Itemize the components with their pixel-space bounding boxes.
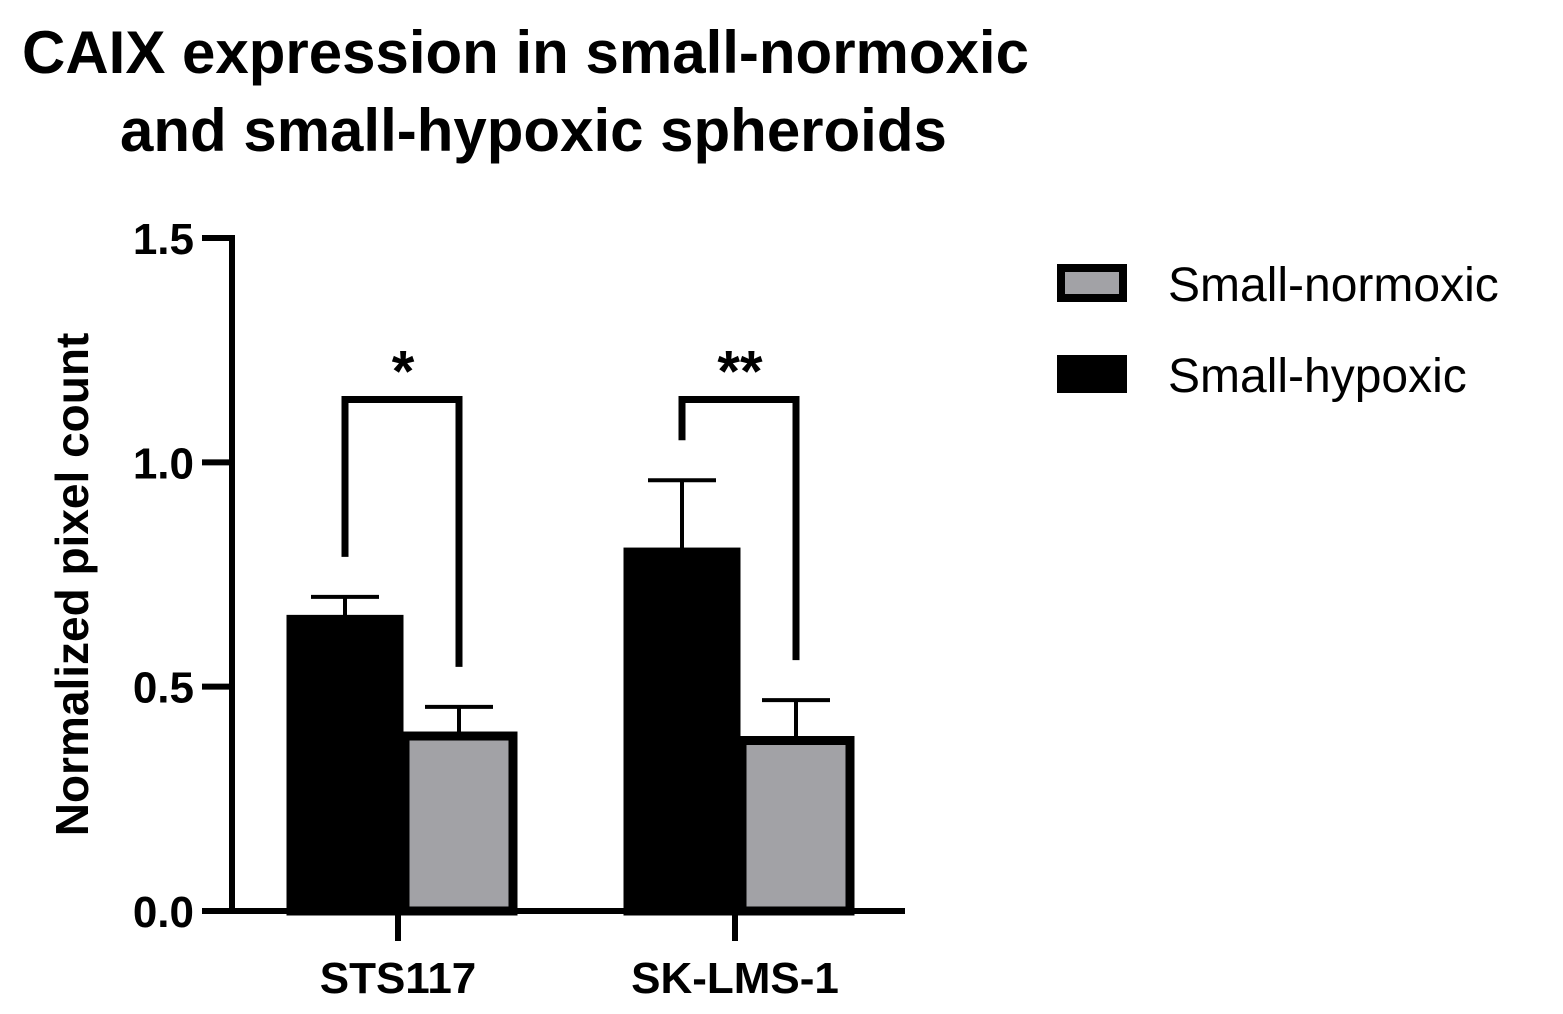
y-tick-label: 0.5 <box>133 664 194 713</box>
axes-layer: STS117 SK-LMS-1 0.0 0.5 1.0 1.5 Normalized pix… <box>46 215 905 1003</box>
y-tick-label: 0.0 <box>133 888 194 937</box>
chart-title-line-1: CAIX expression in small-normoxic <box>22 19 1029 86</box>
chart-title: CAIX expression in small-normoxic and sm… <box>0 14 1130 170</box>
legend-label: Small-hypoxic <box>1168 350 1467 403</box>
significance-layer: * ** <box>341 340 800 667</box>
significance-label: ** <box>717 340 763 405</box>
y-axis-title: Normalized pixel count <box>46 333 98 837</box>
y-tick-label: 1.0 <box>133 439 194 488</box>
legend-swatch <box>1057 264 1127 302</box>
bar-small-hypoxic-sts117 <box>286 614 404 916</box>
significance-bracket <box>678 396 800 661</box>
legend: Small-normoxic Small-hypoxic <box>1057 259 1499 403</box>
bar-small-normoxic-sk-lms-1 <box>737 736 855 916</box>
y-tick-label: 1.5 <box>133 215 194 264</box>
significance-bracket <box>341 396 463 667</box>
legend-swatch <box>1057 355 1127 393</box>
significance-label: * <box>392 340 415 405</box>
x-tick-label: SK-LMS-1 <box>631 954 839 1003</box>
bars-layer <box>286 478 855 916</box>
legend-label: Small-normoxic <box>1168 259 1499 312</box>
x-tick-label: STS117 <box>320 954 477 1003</box>
chart-title-line-2: and small-hypoxic spheroids <box>120 97 947 164</box>
bar-small-hypoxic-sk-lms-1 <box>623 547 741 916</box>
bar-small-normoxic-sts117 <box>400 731 518 916</box>
